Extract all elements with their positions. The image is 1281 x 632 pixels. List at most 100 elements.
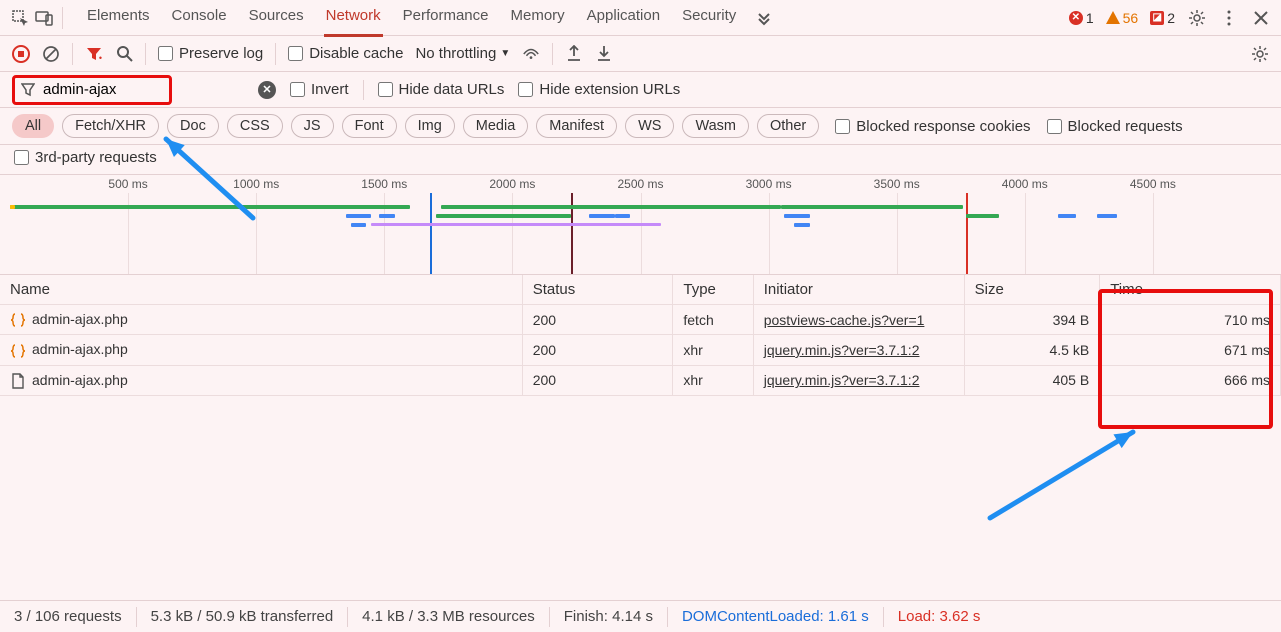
upload-har-icon[interactable] xyxy=(565,45,583,63)
tab-sources[interactable]: Sources xyxy=(247,0,306,37)
timeline-marker xyxy=(966,193,968,275)
record-button[interactable] xyxy=(12,45,30,63)
tab-elements[interactable]: Elements xyxy=(85,0,152,37)
table-header-row: NameStatusTypeInitiatorSizeTime xyxy=(0,275,1281,305)
disable-cache-checkbox[interactable]: Disable cache xyxy=(288,45,403,62)
table-row[interactable]: admin-ajax.php200xhrjquery.min.js?ver=3.… xyxy=(0,335,1281,365)
kebab-menu-icon[interactable] xyxy=(1219,8,1239,28)
table-row[interactable]: admin-ajax.php 200xhr jquery.min.js?ver=3.… xyxy=(0,365,1281,395)
type-pill-doc[interactable]: Doc xyxy=(167,114,219,138)
panel-settings-icon[interactable] xyxy=(1251,45,1269,63)
type-pill-js[interactable]: JS xyxy=(291,114,334,138)
filter-funnel-icon[interactable]: • xyxy=(85,45,103,63)
timeline-segment xyxy=(966,214,999,218)
filter-input[interactable] xyxy=(43,81,143,98)
timeline-segment xyxy=(1058,214,1076,218)
timeline-tick: 4000 ms xyxy=(1002,177,1048,191)
search-icon[interactable] xyxy=(115,45,133,63)
type-pill-manifest[interactable]: Manifest xyxy=(536,114,617,138)
issues-badge[interactable]: ◪ 2 xyxy=(1150,10,1175,26)
tab-network[interactable]: Network xyxy=(324,0,383,37)
timeline-segment xyxy=(10,205,15,209)
table-row[interactable]: admin-ajax.php200fetchpostviews-cache.js… xyxy=(0,305,1281,335)
column-header-type[interactable]: Type xyxy=(673,275,753,305)
clear-filter-icon[interactable]: ✕ xyxy=(258,81,276,99)
device-toggle-icon[interactable] xyxy=(34,8,54,28)
close-icon[interactable] xyxy=(1251,8,1271,28)
type-pill-font[interactable]: Font xyxy=(342,114,397,138)
blocked-cookies-checkbox[interactable]: Blocked response cookies xyxy=(835,118,1030,135)
type-pill-all[interactable]: All xyxy=(12,114,54,138)
hide-ext-urls-checkbox[interactable]: Hide extension URLs xyxy=(518,81,680,98)
initiator-link[interactable]: postviews-cache.js?ver=1 xyxy=(764,312,925,328)
network-timeline[interactable]: 500 ms1000 ms1500 ms2000 ms2500 ms3000 m… xyxy=(0,175,1281,275)
inspect-icon[interactable] xyxy=(10,8,30,28)
blocked-requests-checkbox[interactable]: Blocked requests xyxy=(1047,118,1183,135)
type-pill-img[interactable]: Img xyxy=(405,114,455,138)
type-pill-other[interactable]: Other xyxy=(757,114,819,138)
invert-checkbox[interactable]: Invert xyxy=(290,81,349,98)
separator xyxy=(136,607,137,627)
request-name: admin-ajax.php xyxy=(32,372,128,388)
warning-badge[interactable]: 56 xyxy=(1106,10,1139,26)
timeline-tick: 3500 ms xyxy=(874,177,920,191)
tab-performance[interactable]: Performance xyxy=(401,0,491,37)
type-pill-ws[interactable]: WS xyxy=(625,114,674,138)
error-count: 1 xyxy=(1086,10,1094,26)
filter-input-box[interactable] xyxy=(12,75,172,105)
status-dcl: DOMContentLoaded: 1.61 s xyxy=(682,608,869,625)
hide-data-urls-label: Hide data URLs xyxy=(399,81,505,98)
error-badge[interactable]: ✕ 1 xyxy=(1069,10,1094,26)
initiator-link[interactable]: jquery.min.js?ver=3.7.1:2 xyxy=(764,342,920,358)
tabbar-right: ✕ 1 56 ◪ 2 xyxy=(1069,8,1271,28)
type-pill-wasm[interactable]: Wasm xyxy=(682,114,749,138)
request-status: 200 xyxy=(522,365,673,395)
panel-tabs: Elements Console Sources Network Performance… xyxy=(85,0,738,37)
braces-icon xyxy=(10,343,26,359)
requests-table: NameStatusTypeInitiatorSizeTime admin-aj… xyxy=(0,275,1281,396)
request-type: xhr xyxy=(673,365,753,395)
column-header-initiator[interactable]: Initiator xyxy=(753,275,964,305)
column-header-name[interactable]: Name xyxy=(0,275,522,305)
column-header-status[interactable]: Status xyxy=(522,275,673,305)
request-type: fetch xyxy=(673,305,753,335)
blocked-requests-checkbox-label: Blocked requests xyxy=(1068,118,1183,135)
hide-data-urls-checkbox[interactable]: Hide data URLs xyxy=(378,81,505,98)
type-pill-css[interactable]: CSS xyxy=(227,114,283,138)
type-pill-media[interactable]: Media xyxy=(463,114,529,138)
separator xyxy=(72,43,73,65)
tab-security[interactable]: Security xyxy=(680,0,738,37)
timeline-tick: 4500 ms xyxy=(1130,177,1176,191)
timeline-canvas xyxy=(0,193,1281,275)
column-header-size[interactable]: Size xyxy=(964,275,1100,305)
clear-icon[interactable] xyxy=(42,45,60,63)
third-party-checkbox[interactable]: 3rd-party requests xyxy=(14,149,157,166)
preserve-log-checkbox[interactable]: Preserve log xyxy=(158,45,263,62)
timeline-segment xyxy=(441,205,782,209)
initiator-link[interactable]: jquery.min.js?ver=3.7.1:2 xyxy=(764,372,920,388)
settings-icon[interactable] xyxy=(1187,8,1207,28)
request-name: admin-ajax.php xyxy=(32,341,128,357)
tab-memory[interactable]: Memory xyxy=(509,0,567,37)
separator xyxy=(145,43,146,65)
column-header-time[interactable]: Time xyxy=(1100,275,1281,305)
request-name: admin-ajax.php xyxy=(32,311,128,327)
type-filter-row: All Fetch/XHR Doc CSS JS Font Img Media Manifest… xyxy=(0,108,1281,145)
filter-row: ✕ Invert Hide data URLs Hide extension U… xyxy=(0,72,1281,108)
network-toolbar: • Preserve log Disable cache No throttli… xyxy=(0,36,1281,72)
timeline-segment xyxy=(351,223,366,227)
separator xyxy=(883,607,884,627)
throttling-select[interactable]: No throttling ▼ xyxy=(415,45,510,62)
blocked-cookies-checkbox-label: Blocked response cookies xyxy=(856,118,1030,135)
file-icon xyxy=(10,373,26,389)
status-resources: 4.1 kB / 3.3 MB resources xyxy=(362,608,535,625)
download-har-icon[interactable] xyxy=(595,45,613,63)
more-tabs-icon[interactable] xyxy=(754,8,774,28)
request-time: 666 ms xyxy=(1100,365,1281,395)
separator xyxy=(549,607,550,627)
tab-application[interactable]: Application xyxy=(585,0,662,37)
network-conditions-icon[interactable] xyxy=(522,45,540,63)
tab-console[interactable]: Console xyxy=(170,0,229,37)
timeline-segment xyxy=(379,214,394,218)
type-pill-fetch-xhr[interactable]: Fetch/XHR xyxy=(62,114,159,138)
